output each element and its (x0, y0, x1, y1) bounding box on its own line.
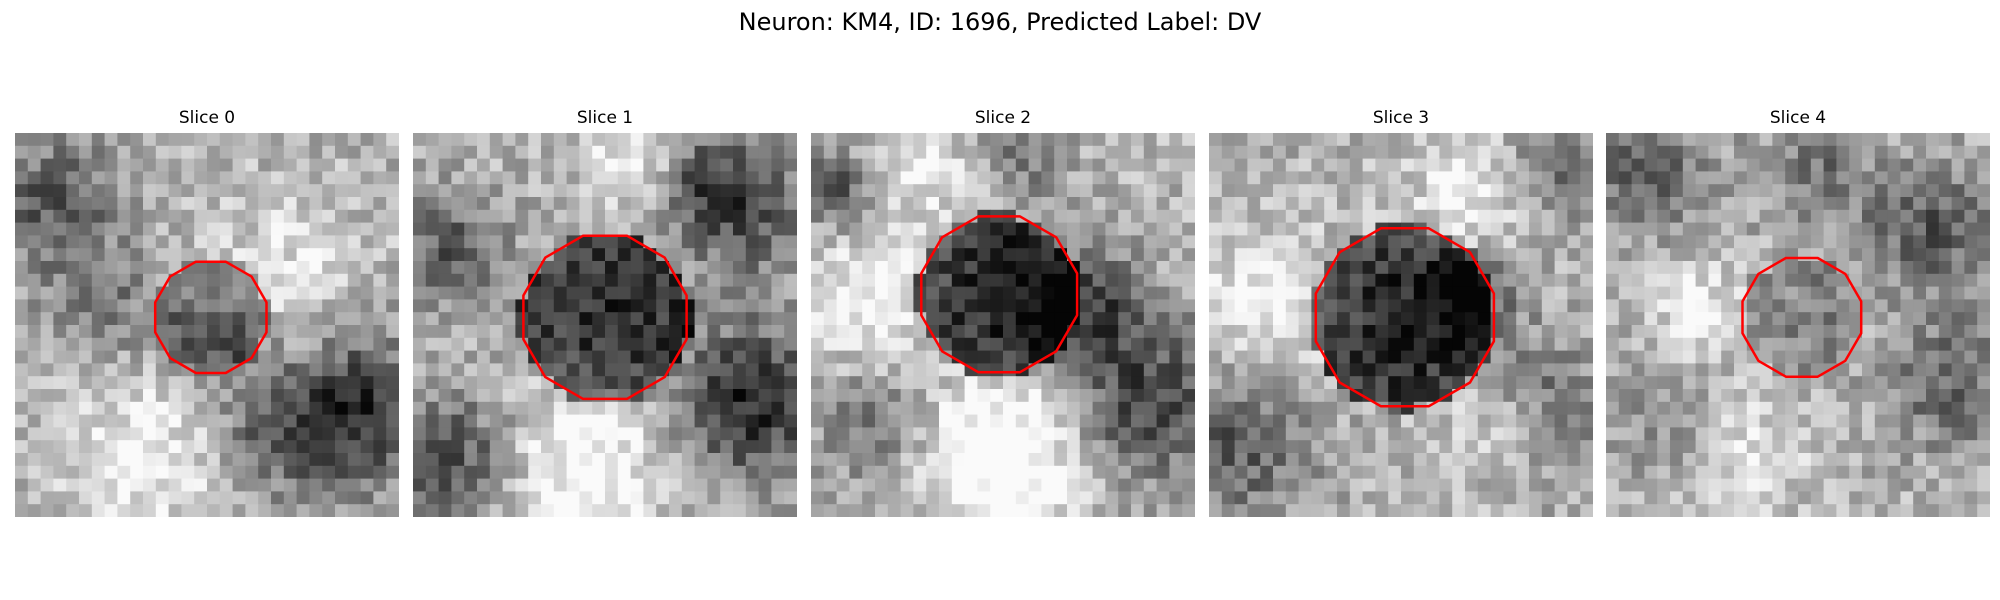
slice-title-0: Slice 0 (178, 108, 236, 128)
roi-contour (522, 234, 688, 401)
slice-image-2 (811, 133, 1195, 517)
roi-contour (1314, 227, 1496, 408)
slice-image-1 (413, 133, 797, 517)
slice-pixels (1209, 133, 1593, 517)
slice-panel-1: Slice 1 (413, 108, 797, 517)
slice-panel-3: Slice 3 (1209, 108, 1593, 517)
slice-title-1: Slice 1 (576, 108, 634, 128)
slice-title-4: Slice 4 (1769, 108, 1827, 128)
roi-contour (920, 215, 1079, 374)
slice-panel-4: Slice 4 (1606, 108, 1990, 517)
slice-image-3 (1209, 133, 1593, 517)
slice-pixels (811, 133, 1195, 517)
slice-image-0 (15, 133, 399, 517)
slice-panel-2: Slice 2 (811, 108, 1195, 517)
slice-panel-0: Slice 0 (15, 108, 399, 517)
slice-title-3: Slice 3 (1372, 108, 1430, 128)
slice-pixels (1606, 133, 1990, 517)
slice-image-4 (1606, 133, 1990, 517)
slice-title-2: Slice 2 (974, 108, 1032, 128)
roi-contour (153, 260, 268, 375)
slice-pixels (413, 133, 797, 517)
roi-contour (1741, 256, 1863, 378)
slice-pixels (15, 133, 399, 517)
figure-title: Neuron: KM4, ID: 1696, Predicted Label: … (738, 8, 1262, 36)
